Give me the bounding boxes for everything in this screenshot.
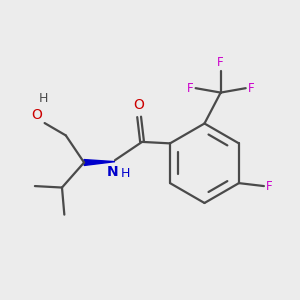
Text: O: O — [32, 108, 42, 122]
Text: F: F — [266, 180, 273, 193]
Text: O: O — [134, 98, 145, 112]
Polygon shape — [84, 160, 115, 166]
Text: N: N — [107, 166, 119, 179]
Text: F: F — [248, 82, 255, 95]
Text: F: F — [218, 56, 224, 69]
Text: H: H — [120, 167, 130, 180]
Text: H: H — [38, 92, 48, 105]
Text: F: F — [187, 82, 193, 95]
